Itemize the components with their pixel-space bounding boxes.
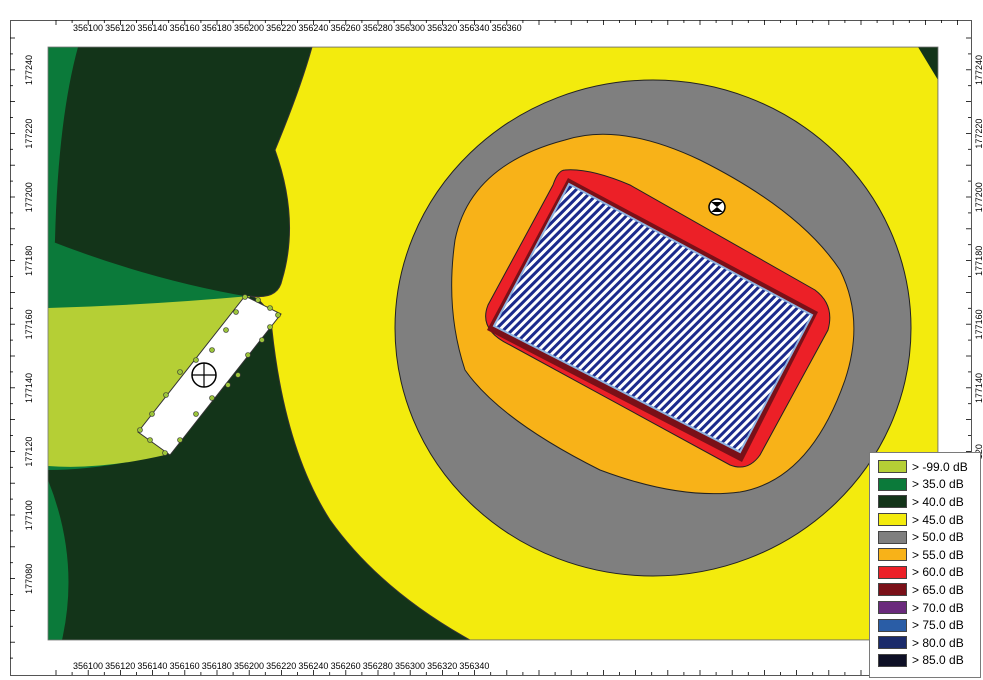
legend-swatch: [878, 513, 907, 527]
legend-item: > 75.0 dB: [878, 616, 980, 634]
tick-label: 356100: [73, 23, 103, 33]
legend-item: > 85.0 dB: [878, 652, 980, 670]
legend-item: > 70.0 dB: [878, 599, 980, 617]
tick-label: 356120: [105, 661, 135, 671]
tick-label: 177080: [24, 564, 34, 594]
legend-item: > 65.0 dB: [878, 581, 980, 599]
tick-label: 356320: [427, 661, 457, 671]
legend-swatch: [878, 548, 907, 562]
tick-label: 356140: [137, 661, 167, 671]
tick-label: 356180: [202, 23, 232, 33]
legend-swatch: [878, 653, 907, 667]
legend-swatch: [878, 530, 907, 544]
legend-label: > 75.0 dB: [912, 618, 964, 633]
tick-label: 177160: [24, 309, 34, 339]
legend-swatch: [878, 601, 907, 615]
tick-label: 177220: [24, 119, 34, 149]
tick-label: 177200: [24, 182, 34, 212]
zone-35db-bottom: [48, 480, 69, 640]
tick-label: 356320: [427, 23, 457, 33]
legend-swatch: [878, 495, 907, 509]
legend-label: > 55.0 dB: [912, 547, 964, 562]
tick-label: 356220: [266, 23, 296, 33]
legend-item: > 60.0 dB: [878, 564, 980, 582]
legend-item: > 55.0 dB: [878, 546, 980, 564]
tick-label: 356280: [363, 23, 393, 33]
tick-label: 356200: [234, 23, 264, 33]
contour-layers: [48, 47, 938, 640]
legend-item: > 40.0 dB: [878, 493, 980, 511]
legend-label: > 80.0 dB: [912, 635, 964, 650]
map-area-border: [47, 46, 939, 641]
legend-label: > 85.0 dB: [912, 653, 964, 668]
legend-label: > 65.0 dB: [912, 582, 964, 597]
legend-label: > 60.0 dB: [912, 565, 964, 580]
tick-label: 177100: [24, 500, 34, 530]
crosshair-circle-icon[interactable]: [191, 362, 217, 388]
tick-label: 356180: [202, 661, 232, 671]
zone-35db-top: [48, 47, 78, 300]
tick-label: 356160: [170, 23, 200, 33]
tick-label: 356120: [105, 23, 135, 33]
legend-swatch: [878, 636, 907, 650]
tick-label: 356300: [395, 661, 425, 671]
zone-40db-corner: [918, 47, 938, 80]
tick-label: 356220: [266, 661, 296, 671]
legend-item: > 50.0 dB: [878, 528, 980, 546]
tick-label: 356340: [459, 661, 489, 671]
tick-label: 177140: [974, 373, 983, 403]
legend-item: > 35.0 dB: [878, 476, 980, 494]
legend-swatch: [878, 565, 907, 579]
tick-label: 177240: [24, 55, 34, 85]
tick-label: 356260: [331, 661, 361, 671]
axis-tick-labels: 356100 356120 356140 356160 356180 356200 3562…: [24, 23, 983, 671]
legend-swatch: [878, 583, 907, 597]
legend-label: > 40.0 dB: [912, 494, 964, 509]
legend: > -99.0 dB > 35.0 dB > 40.0 dB > 45.0 dB > 5…: [869, 452, 981, 678]
tick-label: 177120: [24, 437, 34, 467]
legend-item: > 80.0 dB: [878, 634, 980, 652]
tick-label: 177160: [974, 309, 983, 339]
tick-label: 120: [974, 444, 983, 459]
legend-item: > -99.0 dB: [878, 458, 980, 476]
tick-label: 356340: [459, 23, 489, 33]
barrier-vertices: [137, 294, 281, 456]
tick-label: 356100: [73, 661, 103, 671]
legend-swatch: [878, 460, 907, 474]
tick-label: 356360: [492, 23, 522, 33]
tick-label: 177180: [974, 246, 983, 276]
legend-swatch: [878, 618, 907, 632]
legend-label: > 50.0 dB: [912, 530, 964, 545]
tick-label: 356140: [137, 23, 167, 33]
tick-label: 177140: [24, 373, 34, 403]
tick-label: 356240: [298, 23, 328, 33]
hourglass-circle-icon[interactable]: [708, 198, 726, 216]
tick-label: 356160: [170, 661, 200, 671]
legend-label: > 45.0 dB: [912, 512, 964, 527]
tick-label: 356200: [234, 661, 264, 671]
legend-label: > 70.0 dB: [912, 600, 964, 615]
legend-item: > 45.0 dB: [878, 511, 980, 529]
building-hatched-area: [492, 182, 814, 454]
tick-label: 177180: [24, 246, 34, 276]
legend-label: > 35.0 dB: [912, 477, 964, 492]
tick-label: 356300: [395, 23, 425, 33]
zone-below-35db: [48, 296, 250, 467]
tick-label: 356240: [298, 661, 328, 671]
legend-swatch: [878, 477, 907, 491]
tick-label: 356280: [363, 661, 393, 671]
tick-label: 356260: [331, 23, 361, 33]
legend-label: > -99.0 dB: [912, 459, 968, 474]
tick-label: 177220: [974, 119, 983, 149]
tick-label: 177240: [974, 55, 983, 85]
tick-label: 177200: [974, 182, 983, 212]
